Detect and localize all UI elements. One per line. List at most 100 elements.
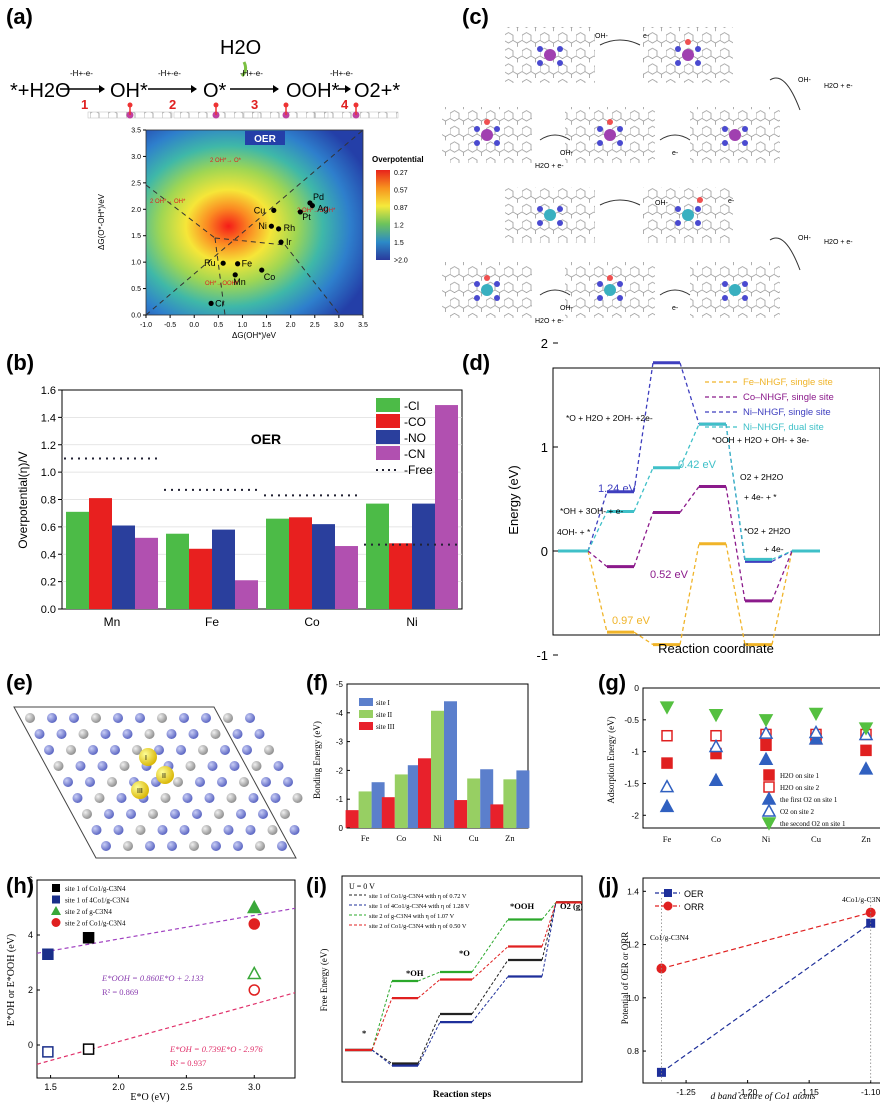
barrier-label: 1.24 eV: [598, 483, 637, 495]
x-category-label: Co: [711, 834, 721, 844]
energy-connector: [417, 971, 441, 982]
panel-j: (j) -1.25 -1.20 -1.15 -1.10 0.8 1.0 1.2 1.4 Co1/…: [598, 873, 880, 1102]
panel-e-label: (e): [6, 670, 33, 695]
point-annotation: 4Co1/g-C3N4: [842, 895, 880, 904]
plot-i-xlabel: Reaction steps: [433, 1090, 492, 1100]
colorbar-tick-label: 0.27: [394, 170, 408, 177]
y-tick-label: 2.5: [131, 180, 141, 187]
barrier-label: 0.42 eV: [678, 459, 717, 471]
lattice-atom: [101, 841, 111, 851]
plot-j-axes: -1.25 -1.20 -1.15 -1.10 0.8 1.0 1.2 1.4 Co1/g-C3…: [627, 886, 880, 1097]
lattice-atom: [176, 745, 186, 755]
data-marker: [758, 751, 774, 766]
catalyst-label: Cr: [215, 298, 225, 308]
energy-connector: [679, 423, 700, 469]
ion-label: H2O + e-: [535, 318, 564, 325]
plot-g-markers: [659, 701, 874, 813]
lattice-atom: [258, 809, 268, 819]
nitrogen-atom: [537, 220, 543, 226]
metal-center: [481, 284, 493, 296]
region-label: 2 OH*→ OH*: [150, 199, 186, 205]
catalyst-point: [268, 223, 274, 229]
panel-i: (i) site 1 of Co1/g-C3N4 with η of 0.72 …: [306, 873, 583, 1100]
lattice-atom: [270, 793, 281, 803]
lattice-atom: [204, 793, 215, 803]
nitrogen-atom: [742, 126, 748, 132]
y-tick-label: 0.4: [41, 549, 56, 561]
nitrogen-atom: [537, 46, 543, 52]
lattice-atom: [88, 745, 98, 755]
arrowhead-icon: [345, 85, 351, 93]
y-tick-label: -1.5: [624, 778, 639, 788]
legend-swatch: [376, 398, 400, 412]
x-tick-label: -1.15: [799, 1087, 819, 1097]
nitrogen-atom: [722, 140, 728, 146]
data-marker: [659, 701, 675, 715]
bar: [212, 529, 235, 609]
nitrogen-atom: [537, 206, 543, 212]
legend-label: site I: [376, 699, 390, 707]
lattice-atom: [220, 745, 230, 755]
nitrogen-atom: [722, 295, 728, 301]
bar: [467, 778, 481, 828]
energy-connector: [587, 491, 608, 552]
data-marker: [82, 1043, 95, 1055]
catalyst-label: Mn: [233, 277, 246, 287]
lattice-atom: [72, 793, 83, 803]
lattice-atom: [245, 713, 255, 723]
cycle-arrow: [599, 39, 641, 46]
bar: [66, 511, 89, 609]
panel-h: (h) 1.5 2.0 2.5 3.0 0 2 4 6 site 1 of Co1/g-C3N…: [6, 873, 296, 1103]
legend-label: site III: [376, 723, 395, 731]
x-category-label: Fe: [663, 834, 672, 844]
step-label: *: [362, 1028, 366, 1038]
lattice-atom: [107, 777, 117, 787]
plot-j-xlabel: d band centre of Co1 atoms: [711, 1091, 816, 1102]
data-marker: [661, 757, 673, 769]
heatmap-xlabel: ΔG(OH*)/eV: [232, 331, 277, 340]
legend-label: site 2 of Co1/g-C3N4: [65, 920, 126, 928]
ion-label: OH-: [560, 305, 574, 312]
lattice-atom: [254, 729, 265, 739]
catalyst-point: [278, 239, 284, 245]
legend-marker: [52, 884, 60, 892]
trend-line: [661, 922, 872, 1073]
panel-g: (g) 0 -0.5 -1 -1.5 -2 Fe Co Ni Cu Zn H2O on site …: [598, 670, 880, 844]
data-marker: [808, 731, 824, 745]
lattice-atom: [261, 777, 271, 787]
bar: [381, 797, 395, 828]
data-marker: [659, 779, 675, 793]
legend-label: Ni–NHGF, dual site: [743, 422, 824, 433]
lattice-atom: [233, 841, 243, 851]
nitrogen-atom: [474, 295, 480, 301]
plot-b-ylabel: Overpotential(η)/V: [16, 451, 30, 548]
energy-connector: [371, 997, 393, 1051]
y-tick-label: 1.2: [41, 440, 56, 452]
lattice-atom: [251, 761, 262, 771]
panel-i-label: (i): [306, 873, 327, 898]
plot-d-frame: [552, 367, 880, 636]
lattice-atom: [157, 713, 167, 723]
catalyst-point: [208, 300, 214, 306]
lattice-atom: [210, 729, 221, 739]
step-label: *OOH: [510, 901, 534, 911]
data-marker: [761, 803, 777, 817]
lattice-atom: [66, 745, 76, 755]
step-number: 2: [169, 97, 176, 112]
state-annotation: *OH + 3OH- + e-: [560, 506, 623, 516]
energy-connector: [541, 902, 557, 920]
bar: [412, 503, 435, 609]
cycle-arrow: [769, 77, 801, 111]
site-label: III: [137, 788, 143, 795]
y-tick-label: 1.0: [41, 467, 56, 479]
metal-site-atom: [131, 781, 149, 799]
catalyst-label: Ir: [286, 237, 292, 247]
legend-swatch: [359, 698, 373, 706]
plot-b-title: OER: [251, 431, 281, 447]
bar: [366, 503, 389, 609]
lattice-atom: [34, 729, 45, 739]
lattice-atom: [211, 841, 221, 851]
data-marker: [761, 817, 777, 831]
nitrogen-atom: [557, 46, 563, 52]
heatmap-axes: -1.0 -0.5 0.0 0.5 1.0 1.5 2.0 2.5 3.0 3.5 0.0 0.5 1.…: [131, 128, 368, 330]
